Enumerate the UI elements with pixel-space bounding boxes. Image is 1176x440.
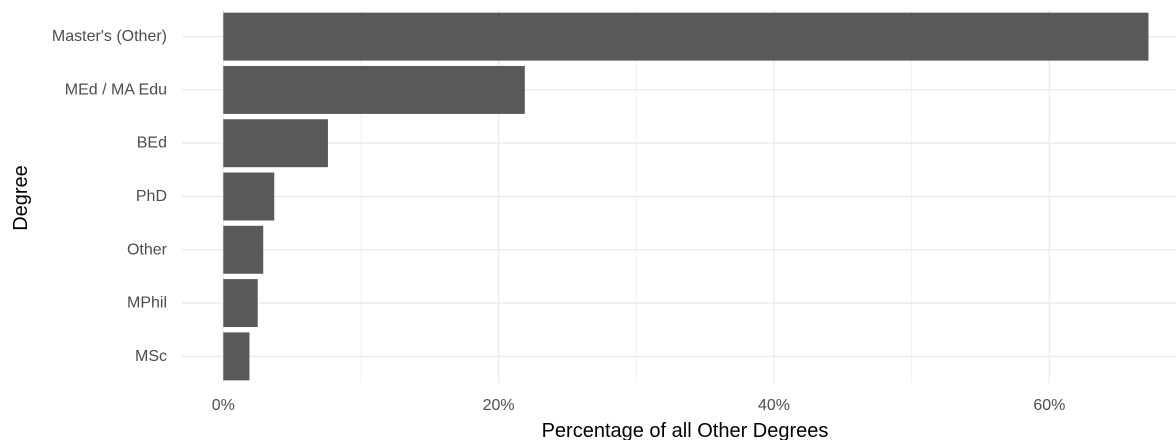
y-tick-label: Master's (Other) — [52, 28, 167, 45]
y-tick-label: PhD — [136, 188, 167, 205]
y-tick-label: BEd — [137, 135, 167, 152]
x-tick-label: 20% — [483, 397, 515, 414]
bar — [223, 225, 264, 274]
grid-lines — [182, 10, 1176, 383]
x-tick-label: 40% — [758, 397, 790, 414]
bar — [223, 332, 250, 381]
y-tick-label: MPhil — [127, 295, 167, 312]
bar — [223, 65, 525, 114]
bar — [223, 119, 328, 168]
x-tick-label: 0% — [212, 397, 235, 414]
y-tick-label: Other — [127, 241, 168, 258]
y-tick-label: MSc — [135, 348, 167, 365]
bar — [223, 172, 275, 221]
bar — [223, 279, 258, 328]
y-tick-label: MEd / MA Edu — [65, 81, 167, 98]
bar — [223, 12, 1149, 61]
x-axis-title: Percentage of all Other Degrees — [542, 420, 829, 440]
bars — [223, 12, 1149, 381]
y-axis-title: Degree — [10, 165, 32, 231]
y-tick-labels: Master's (Other) MEd / MA Edu BEd PhD Other M… — [52, 28, 168, 365]
x-tick-label: 60% — [1033, 397, 1065, 414]
x-tick-labels: 0% 20% 40% 60% — [212, 397, 1066, 414]
